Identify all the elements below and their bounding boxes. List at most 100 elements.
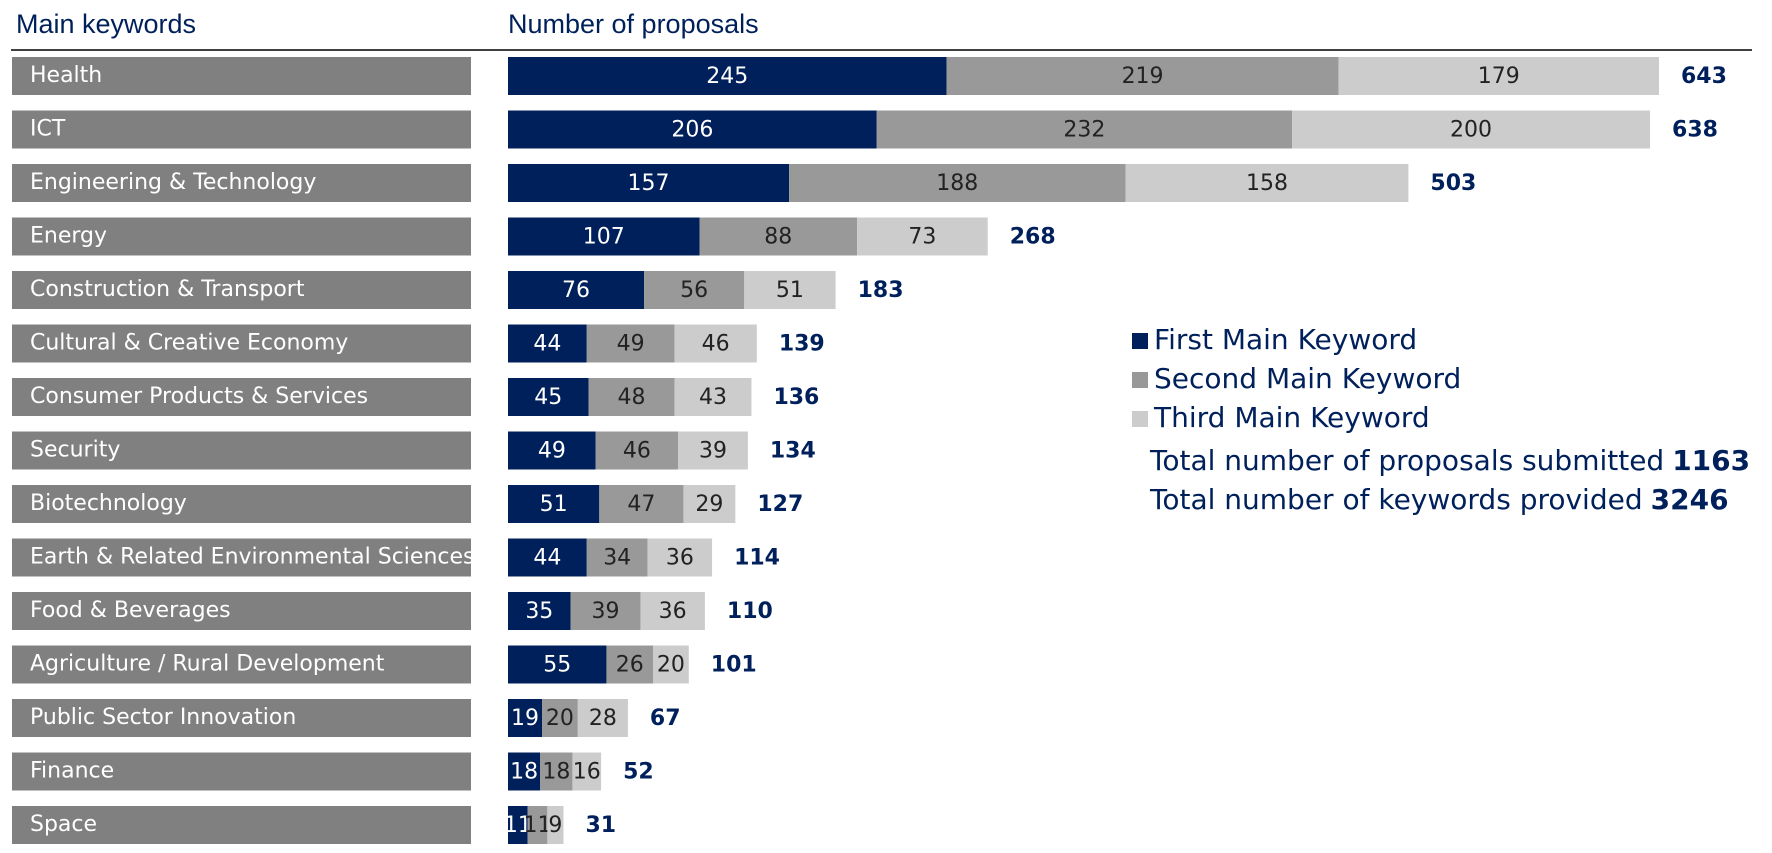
segment-label: 88 <box>764 225 792 250</box>
category-box <box>12 431 471 470</box>
segment-label: 20 <box>546 706 574 731</box>
category-header: Main keywords <box>16 9 196 39</box>
legend-swatch <box>1132 372 1148 388</box>
legend-label: Third Main Keyword <box>1153 401 1430 434</box>
segment-label: 43 <box>699 385 727 410</box>
bar-segment <box>508 806 528 844</box>
summary-label: Total number of keywords provided <box>1149 483 1643 516</box>
legend-swatch <box>1132 411 1148 427</box>
bar-segment <box>508 485 600 523</box>
segment-label: 179 <box>1478 64 1520 89</box>
bar-segment <box>508 431 596 470</box>
bar-segment <box>789 164 1126 202</box>
legend-label: First Main Keyword <box>1154 323 1417 356</box>
total-label: 110 <box>727 599 773 624</box>
bar-segment <box>508 271 645 309</box>
total-label: 52 <box>623 760 654 785</box>
bar-segment <box>599 485 684 523</box>
bar-segment <box>508 164 790 202</box>
category-box <box>12 645 471 684</box>
category-label: Public Sector Innovation <box>30 705 296 730</box>
total-label: 268 <box>1010 225 1056 250</box>
bar-segment <box>683 485 736 523</box>
category-box <box>12 110 471 149</box>
segment-label: 200 <box>1450 118 1492 143</box>
total-label: 67 <box>650 706 681 731</box>
segment-label: 51 <box>540 492 568 517</box>
bar-segment <box>876 110 1293 149</box>
bar-segment <box>857 217 988 256</box>
segment-label: 18 <box>542 760 570 785</box>
segment-label: 49 <box>617 332 645 357</box>
category-label: ICT <box>30 117 66 142</box>
segment-label: 26 <box>616 653 644 678</box>
legend-swatch <box>1132 333 1148 349</box>
bar-segment <box>542 699 578 737</box>
category-box <box>12 217 471 256</box>
bar-segment <box>508 217 700 256</box>
bar-segment <box>652 645 689 684</box>
category-label: Cultural & Creative Economy <box>30 331 348 356</box>
bar-segment <box>508 378 589 416</box>
segment-label: 51 <box>776 278 804 303</box>
segment-label: 47 <box>627 492 655 517</box>
value-header: Number of proposals <box>508 9 759 39</box>
category-label: Finance <box>30 759 114 784</box>
segment-label: 28 <box>589 706 617 731</box>
total-label: 183 <box>858 278 904 303</box>
segment-label: 16 <box>573 760 601 785</box>
bar-segment <box>588 378 675 416</box>
segment-label: 49 <box>538 439 566 464</box>
bar-segment <box>1338 57 1659 95</box>
category-box <box>12 324 471 363</box>
category-label: Food & Beverages <box>30 598 231 623</box>
legend-label: Second Main Keyword <box>1154 362 1461 395</box>
segment-label: 188 <box>936 171 978 196</box>
segment-label: 55 <box>543 653 571 678</box>
category-box <box>12 699 471 737</box>
bar-segment <box>586 538 648 577</box>
bar-segment <box>640 592 705 630</box>
segment-label: 39 <box>699 439 727 464</box>
category-label: Space <box>30 812 97 837</box>
category-box <box>12 592 471 630</box>
segment-label: 35 <box>525 599 553 624</box>
bar-segment <box>678 431 748 470</box>
bar-segment <box>508 752 541 791</box>
bar-segment <box>508 592 571 630</box>
category-label: Engineering & Technology <box>30 170 316 195</box>
total-label: 101 <box>711 653 757 678</box>
category-label: Security <box>30 438 120 463</box>
segment-label: 44 <box>533 546 561 571</box>
segment-label: 36 <box>666 546 694 571</box>
bar-segment <box>508 110 877 149</box>
total-label: 643 <box>1681 64 1727 89</box>
segment-label: 19 <box>511 706 539 731</box>
category-label: Health <box>30 63 102 88</box>
category-box <box>12 378 471 416</box>
category-box <box>12 752 471 791</box>
bar-segment <box>508 324 587 363</box>
bar-segment <box>644 271 745 309</box>
category-label: Construction & Transport <box>30 277 305 302</box>
total-label: 503 <box>1430 171 1476 196</box>
bar-segment <box>647 538 713 577</box>
bar-segment <box>508 699 543 737</box>
bar-segment <box>570 592 641 630</box>
segment-label: 11 <box>504 813 532 838</box>
segment-label: 48 <box>618 385 646 410</box>
summary-value: 3246 <box>1651 483 1729 516</box>
category-label: Earth & Related Environmental Sciences <box>30 545 475 570</box>
category-box <box>12 57 471 95</box>
total-label: 134 <box>770 439 816 464</box>
segment-label: 219 <box>1122 64 1164 89</box>
bar-segment <box>744 271 836 309</box>
category-box <box>12 164 471 202</box>
segment-label: 76 <box>562 278 590 303</box>
bar-segment <box>699 217 858 256</box>
segment-label: 36 <box>659 599 687 624</box>
category-label: Energy <box>30 224 107 249</box>
segment-label: 39 <box>592 599 620 624</box>
bar-segment <box>606 645 653 684</box>
bar-segment <box>572 752 602 791</box>
